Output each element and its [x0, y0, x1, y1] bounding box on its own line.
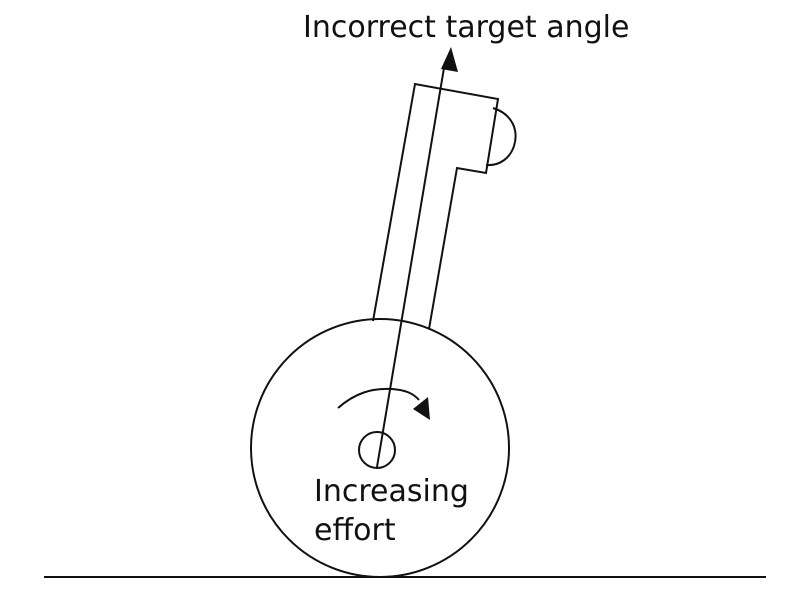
target-angle-arrowhead [441, 47, 458, 72]
effort-label-line1: Increasing [314, 474, 469, 509]
wheel-circle [250, 318, 510, 578]
effort-label-line2: effort [314, 513, 396, 548]
sensor-bump [485, 107, 517, 167]
effort-arrowhead [413, 397, 430, 420]
robot-body-outline [372, 82, 500, 330]
axle-hub-circle [358, 431, 396, 469]
target-angle-arrow-shaft [376, 61, 446, 468]
effort-curved-arrow [337, 387, 420, 409]
diagram-title: Incorrect target angle [303, 10, 629, 45]
